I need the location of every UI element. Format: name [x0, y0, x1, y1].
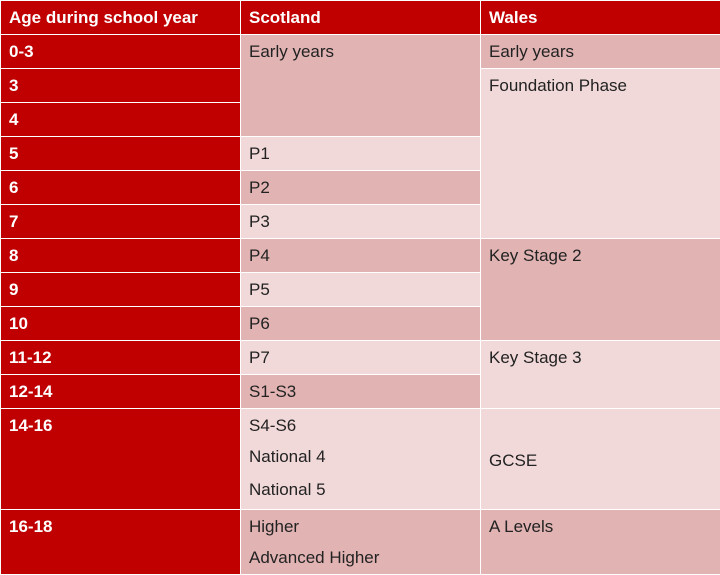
scotland-national-5: National 5: [249, 473, 472, 506]
age-cell: 7: [1, 205, 241, 239]
scotland-p7: P7: [241, 341, 481, 375]
age-cell: 8: [1, 239, 241, 273]
scotland-p5: P5: [241, 273, 481, 307]
wales-key-stage-3: Key Stage 3: [481, 341, 720, 409]
age-cell: 9: [1, 273, 241, 307]
age-cell: 3: [1, 69, 241, 103]
scotland-national-4: National 4: [249, 440, 472, 473]
scotland-p1: P1: [241, 137, 481, 171]
header-age: Age during school year: [1, 1, 241, 35]
scotland-s1-s3: S1-S3: [241, 375, 481, 409]
age-cell: 6: [1, 171, 241, 205]
table-row: 0-3 Early years Early years: [1, 35, 720, 69]
scotland-p3: P3: [241, 205, 481, 239]
scotland-s4-s6: S4-S6 National 4 National 5: [241, 409, 481, 510]
age-cell: 12-14: [1, 375, 241, 409]
scotland-p6: P6: [241, 307, 481, 341]
age-cell: 5: [1, 137, 241, 171]
wales-early-years: Early years: [481, 35, 720, 69]
age-cell: 4: [1, 103, 241, 137]
wales-foundation-phase: Foundation Phase: [481, 69, 720, 239]
wales-gcse: GCSE: [481, 409, 720, 510]
scotland-s4-s6-line: S4-S6: [249, 412, 472, 440]
age-cell: 10: [1, 307, 241, 341]
table-row: 11-12 P7 Key Stage 3: [1, 341, 720, 375]
scotland-early-years: Early years: [241, 35, 481, 137]
header-row: Age during school year Scotland Wales: [1, 1, 720, 35]
scotland-p4: P4: [241, 239, 481, 273]
age-cell: 0-3: [1, 35, 241, 69]
table-row: 8 P4 Key Stage 2: [1, 239, 720, 273]
age-cell: 11-12: [1, 341, 241, 375]
scotland-advanced-higher: Advanced Higher: [249, 541, 472, 574]
table-row: 14-16 S4-S6 National 4 National 5 GCSE: [1, 409, 720, 510]
wales-key-stage-2: Key Stage 2: [481, 239, 720, 341]
age-cell: 14-16: [1, 409, 241, 510]
scotland-higher-line: Higher: [249, 513, 472, 541]
header-wales: Wales: [481, 1, 720, 35]
header-scotland: Scotland: [241, 1, 481, 35]
scotland-p2: P2: [241, 171, 481, 205]
